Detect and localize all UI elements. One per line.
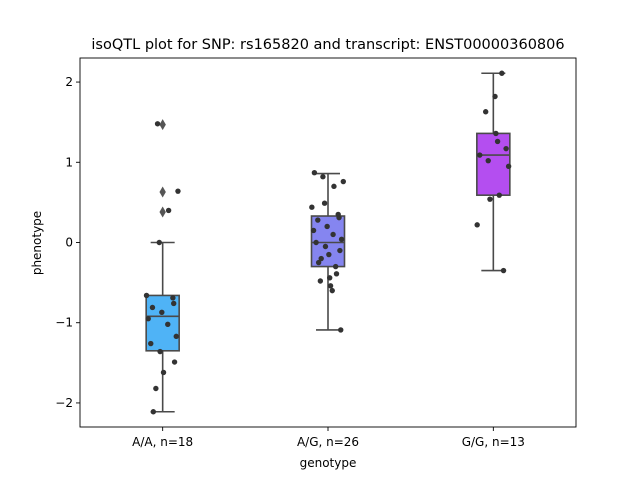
y-tick-label: −1: [55, 316, 73, 330]
data-point: [154, 121, 161, 127]
data-point: [338, 236, 345, 242]
data-point: [487, 196, 493, 202]
data-point: [153, 385, 159, 392]
data-point: [315, 259, 322, 266]
data-point: [327, 275, 333, 281]
y-tick-label: −2: [55, 396, 73, 410]
outlier-marker: [159, 119, 166, 131]
data-point: [313, 239, 319, 246]
data-point: [310, 227, 317, 234]
data-point: [503, 145, 509, 152]
x-tick-label: G/G, n=13: [462, 435, 525, 449]
data-point: [505, 163, 512, 169]
data-point: [492, 93, 498, 100]
box-group: [476, 72, 511, 272]
data-point: [311, 170, 318, 176]
data-point: [327, 283, 334, 289]
data-point: [145, 316, 151, 322]
data-point: [171, 359, 178, 365]
data-point: [165, 321, 171, 328]
data-point: [309, 204, 315, 210]
data-point: [499, 70, 505, 76]
y-axis-label: phenotype: [30, 211, 44, 275]
data-point: [477, 152, 483, 158]
data-point: [338, 327, 344, 333]
data-point: [493, 130, 499, 137]
data-point: [340, 178, 346, 185]
data-point: [320, 174, 326, 180]
data-point: [485, 157, 491, 164]
data-point: [474, 222, 480, 228]
y-axis: −2 −1 0 1 2: [55, 75, 80, 410]
data-point: [165, 207, 172, 214]
data-point: [331, 183, 337, 190]
plot-area: [143, 70, 512, 415]
data-point: [482, 109, 489, 115]
data-point: [321, 200, 328, 206]
data-point: [496, 192, 502, 198]
data-point: [156, 239, 162, 246]
data-point: [317, 278, 324, 284]
data-point: [149, 304, 156, 311]
chart-title: isoQTL plot for SNP: rs165820 and transc…: [91, 37, 564, 53]
data-point: [322, 243, 329, 250]
data-point: [143, 292, 150, 299]
box: [476, 132, 511, 196]
x-axis: A/A, n=18 A/G, n=26 G/G, n=13: [132, 427, 525, 449]
data-point: [326, 251, 332, 258]
data-point: [175, 188, 181, 194]
data-point: [329, 287, 335, 294]
y-tick-label: 0: [65, 236, 73, 250]
data-point: [500, 267, 507, 274]
data-point: [171, 300, 177, 307]
outlier-marker: [159, 206, 166, 218]
x-tick-label: A/G, n=26: [297, 435, 359, 449]
x-axis-label: genotype: [300, 456, 357, 470]
data-point: [333, 271, 340, 277]
y-tick-label: 1: [65, 155, 73, 169]
data-point: [173, 333, 179, 340]
data-point: [337, 247, 343, 254]
data-point: [150, 409, 157, 415]
data-point: [170, 295, 176, 301]
x-tick-label: A/A, n=18: [132, 435, 193, 449]
data-point: [159, 309, 165, 315]
data-point: [330, 231, 336, 238]
data-point: [157, 348, 163, 355]
data-point: [315, 217, 321, 223]
data-point: [494, 138, 501, 145]
box-group: [145, 119, 180, 413]
data-point: [318, 255, 324, 262]
y-tick-label: 2: [65, 75, 73, 89]
data-point: [160, 369, 167, 376]
data-point: [335, 211, 341, 218]
data-point: [324, 223, 330, 230]
data-point: [332, 263, 339, 270]
outlier-marker: [159, 186, 166, 198]
data-point: [148, 340, 154, 347]
